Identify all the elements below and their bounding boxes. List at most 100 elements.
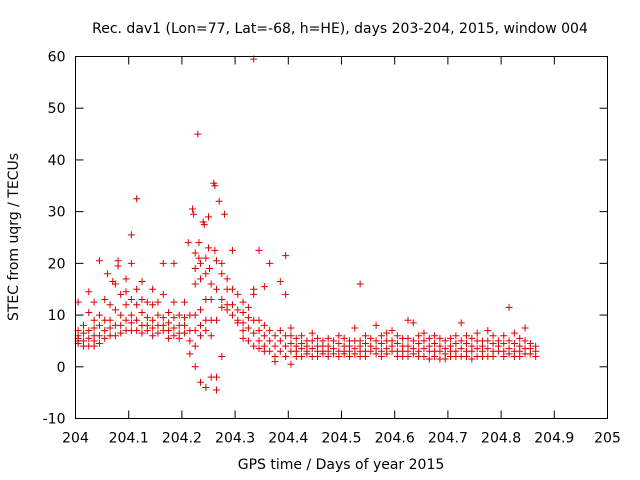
data-point	[260, 321, 268, 329]
data-point	[200, 221, 208, 229]
data-point	[181, 298, 189, 306]
data-point	[197, 321, 205, 329]
data-point	[122, 316, 130, 324]
data-point	[516, 352, 524, 360]
data-point	[95, 321, 103, 329]
data-point	[409, 337, 417, 345]
data-point	[133, 285, 141, 293]
data-point	[463, 352, 471, 360]
data-point	[191, 342, 199, 350]
data-point	[244, 337, 252, 345]
data-point	[202, 383, 210, 391]
data-point	[484, 337, 492, 345]
chart-title: Rec. dav1 (Lon=77, Lat=-68, h=HE), days …	[92, 21, 588, 37]
data-point	[117, 311, 125, 319]
x-tick-label: 204.7	[428, 431, 468, 447]
data-point	[159, 290, 167, 298]
data-point	[190, 210, 198, 218]
data-point	[197, 259, 205, 267]
data-point	[111, 332, 119, 340]
data-point	[207, 332, 215, 340]
data-point	[473, 329, 481, 337]
data-point	[154, 329, 162, 337]
data-point	[330, 350, 338, 358]
data-point	[207, 296, 215, 304]
data-point	[122, 301, 130, 309]
data-point	[90, 298, 98, 306]
data-points	[74, 55, 540, 394]
data-point	[271, 342, 279, 350]
data-point	[101, 327, 109, 335]
data-point	[351, 324, 359, 332]
y-tick-label: 50	[48, 101, 66, 117]
data-point	[292, 334, 300, 342]
data-point	[223, 306, 231, 314]
data-point	[383, 329, 391, 337]
data-point	[228, 311, 236, 319]
data-point	[197, 275, 205, 283]
data-point	[95, 257, 103, 265]
data-point	[431, 332, 439, 340]
data-point	[234, 306, 242, 314]
data-point	[95, 340, 103, 348]
data-point	[165, 334, 173, 342]
data-point	[250, 290, 258, 298]
data-point	[205, 244, 212, 252]
data-point	[409, 350, 417, 358]
data-point	[468, 334, 476, 342]
data-point	[250, 342, 258, 350]
data-point	[500, 352, 508, 360]
y-axis-label: STEC from uqrg / TECUs	[6, 153, 22, 321]
y-tick-labels: -10 0 10 20 30 40 50 60	[43, 50, 66, 428]
data-point	[345, 352, 353, 360]
data-point	[117, 321, 125, 329]
data-point	[202, 327, 210, 335]
data-point	[489, 332, 497, 340]
data-point	[308, 337, 316, 345]
data-point	[149, 301, 157, 309]
data-point	[211, 182, 219, 190]
data-point	[415, 332, 423, 340]
data-point	[207, 280, 215, 288]
data-point	[212, 285, 220, 293]
data-point	[170, 259, 178, 267]
data-point	[409, 319, 417, 327]
data-point	[90, 324, 98, 332]
data-point	[431, 352, 439, 360]
x-tick-label: 204.9	[534, 431, 574, 447]
data-point	[220, 210, 228, 218]
data-point	[282, 252, 290, 260]
data-point	[189, 205, 197, 213]
data-point	[526, 350, 534, 358]
data-point	[85, 288, 93, 296]
data-point	[420, 345, 428, 353]
data-point	[287, 332, 295, 340]
data-point	[335, 352, 343, 360]
data-point	[181, 329, 189, 337]
data-point	[239, 327, 247, 335]
y-tick-label: 0	[57, 360, 66, 376]
data-point	[143, 298, 151, 306]
data-point	[149, 332, 157, 340]
data-point	[282, 342, 290, 350]
data-point	[489, 352, 497, 360]
data-point	[532, 352, 540, 360]
data-point	[505, 350, 513, 358]
data-point	[218, 259, 226, 267]
data-point	[457, 319, 465, 327]
data-point	[95, 311, 103, 319]
data-point	[255, 246, 263, 254]
data-point	[500, 340, 508, 348]
data-point	[255, 345, 263, 353]
data-point	[234, 290, 242, 298]
data-point	[170, 332, 178, 340]
data-point	[335, 332, 343, 340]
data-point	[191, 280, 199, 288]
data-point	[324, 334, 332, 342]
data-point	[85, 327, 93, 335]
data-point	[175, 311, 183, 319]
data-point	[308, 329, 316, 337]
data-point	[212, 373, 220, 381]
data-point	[239, 334, 247, 342]
data-point	[484, 327, 492, 335]
